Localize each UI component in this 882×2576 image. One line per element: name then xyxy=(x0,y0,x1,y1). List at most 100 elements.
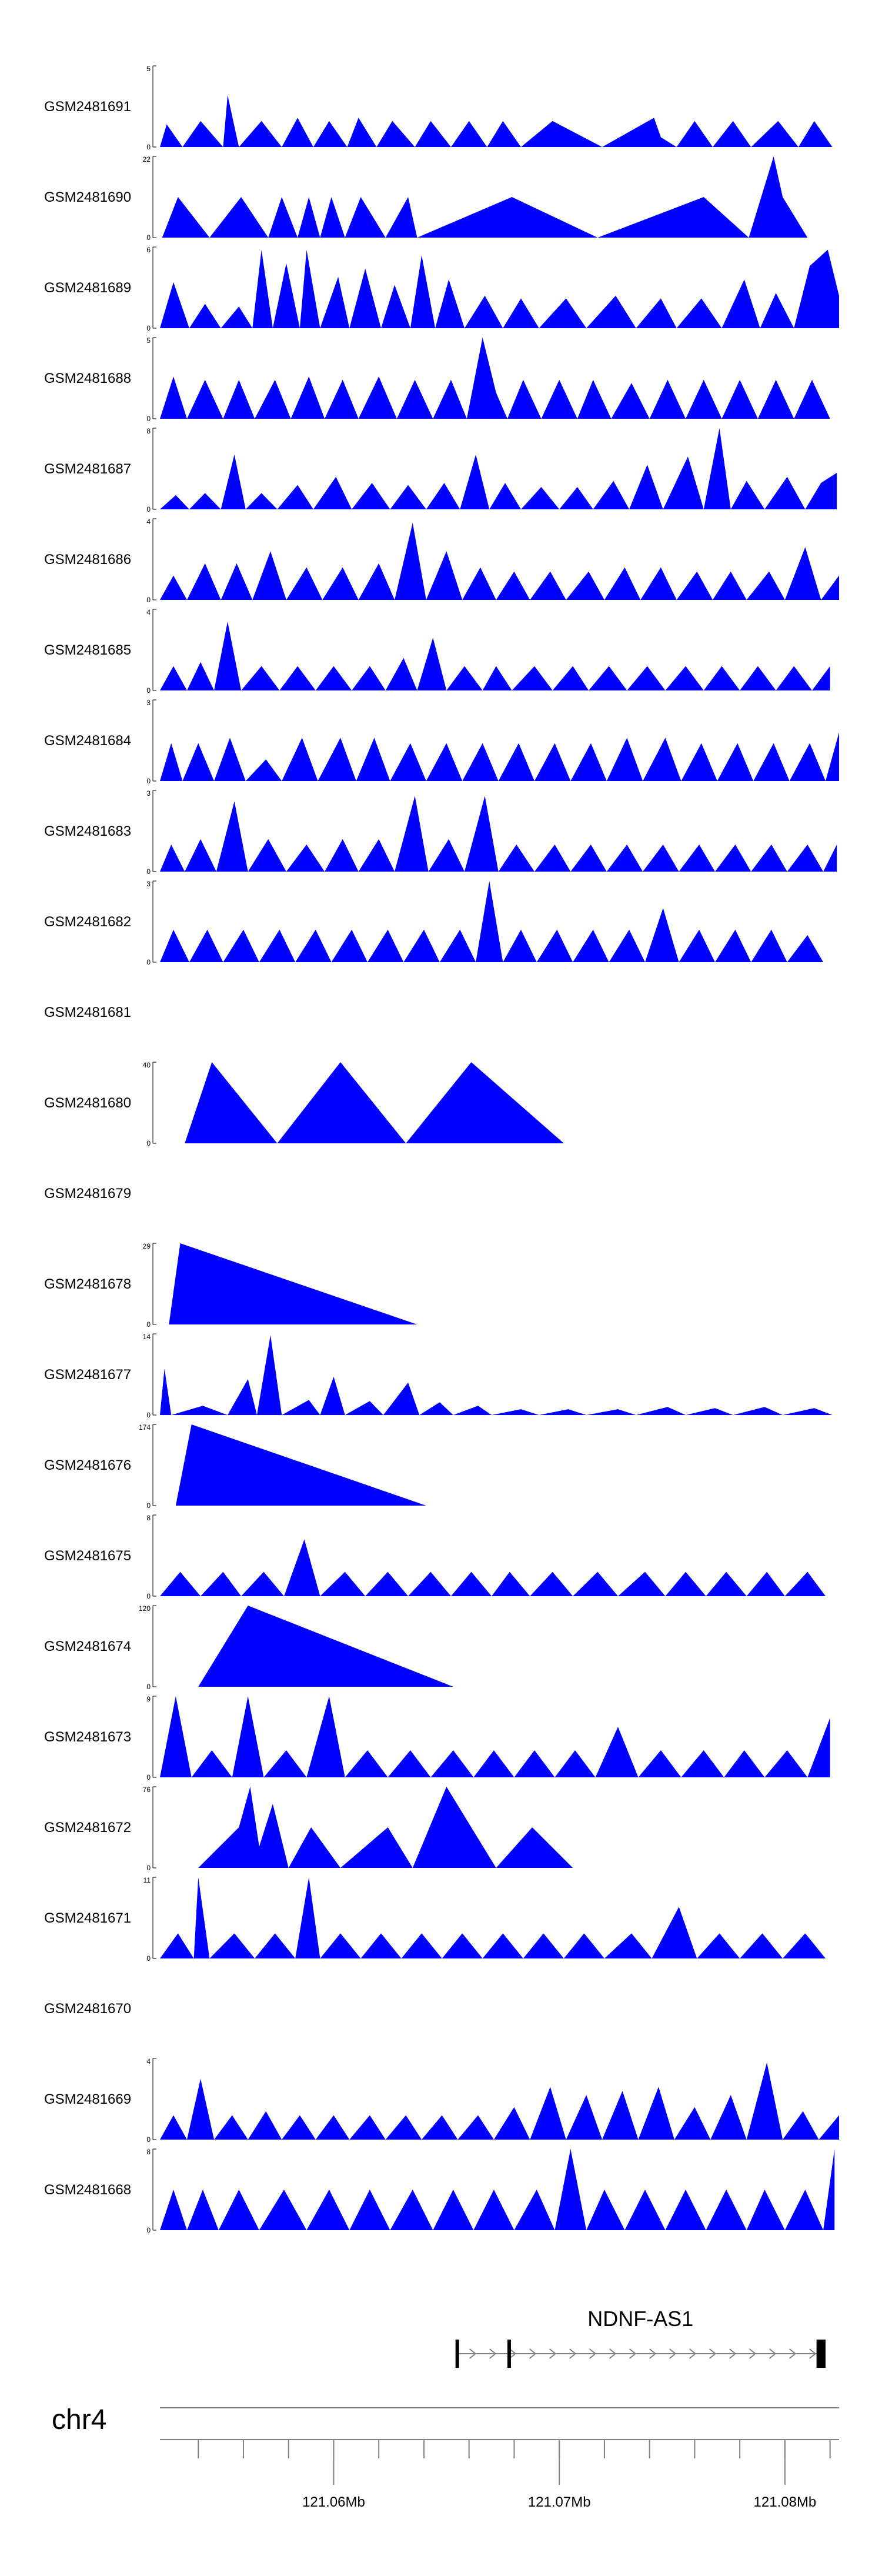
coverage-area xyxy=(160,2149,835,2230)
y-tick-label-min: 0 xyxy=(146,1954,151,1963)
y-tick-label-max: 22 xyxy=(143,155,151,163)
strand-arrow-icon xyxy=(809,2348,817,2359)
y-tick-label-max: 8 xyxy=(146,427,151,435)
coverage-area xyxy=(160,796,837,872)
y-tick-label-max: 6 xyxy=(146,246,151,254)
y-tick-label-max: 3 xyxy=(146,699,151,707)
track-GSM2481673: GSM2481673 9 0 xyxy=(44,1695,830,1781)
coverage-area xyxy=(160,1539,826,1596)
sample-label: GSM2481688 xyxy=(44,371,131,386)
coverage-area xyxy=(160,428,837,509)
sample-label: GSM2481680 xyxy=(44,1095,131,1111)
sample-label: GSM2481670 xyxy=(44,2001,131,2017)
coverage-area xyxy=(160,881,824,962)
axis-tick-label: 121.07Mb xyxy=(528,2494,591,2510)
gene-annotation-track: NDNF-AS1 xyxy=(455,2307,826,2368)
sample-label: GSM2481672 xyxy=(44,1820,131,1836)
y-tick-label-min: 0 xyxy=(146,596,151,604)
sample-label: GSM2481669 xyxy=(44,2091,131,2107)
track-GSM2481691: GSM2481691 5 0 xyxy=(44,65,833,151)
coverage-area xyxy=(160,1335,833,1415)
y-tick-label-min: 0 xyxy=(146,1411,151,1419)
y-tick-label-min: 0 xyxy=(146,324,151,332)
y-tick-label-min: 0 xyxy=(146,867,151,876)
track-GSM2481686: GSM2481686 4 0 xyxy=(44,518,839,604)
y-tick-label-max: 3 xyxy=(146,789,151,798)
gene-name-label: NDNF-AS1 xyxy=(587,2307,693,2331)
y-tick-label-min: 0 xyxy=(146,415,151,423)
strand-arrow-icon xyxy=(569,2348,577,2359)
coverage-area xyxy=(160,621,830,690)
y-tick-label-min: 0 xyxy=(146,233,151,242)
sample-label: GSM2481689 xyxy=(44,280,131,296)
track-GSM2481685: GSM2481685 4 0 xyxy=(44,608,830,695)
coverage-area xyxy=(160,338,830,419)
strand-arrow-icon xyxy=(629,2348,637,2359)
sample-label: GSM2481676 xyxy=(44,1457,131,1473)
track-GSM2481681: GSM2481681 xyxy=(44,1005,131,1020)
axis-tick-label: 121.06Mb xyxy=(302,2494,365,2510)
y-tick-label-max: 14 xyxy=(143,1333,151,1341)
y-tick-label-min: 0 xyxy=(146,1320,151,1329)
y-tick-label-max: 4 xyxy=(146,608,151,616)
strand-arrow-icon xyxy=(489,2348,497,2359)
sample-label: GSM2481677 xyxy=(44,1367,131,1383)
coverage-area xyxy=(198,1787,573,1868)
y-tick-label-min: 0 xyxy=(146,777,151,785)
sample-label: GSM2481687 xyxy=(44,461,131,477)
track-GSM2481680: GSM2481680 40 0 xyxy=(44,1061,564,1147)
coverage-area xyxy=(198,1606,453,1687)
track-GSM2481683: GSM2481683 3 0 xyxy=(44,789,837,876)
sample-label: GSM2481690 xyxy=(44,189,131,205)
y-tick-label-min: 0 xyxy=(146,1773,151,1781)
strand-arrow-icon xyxy=(509,2348,517,2359)
y-tick-label-min: 0 xyxy=(146,505,151,513)
coverage-area xyxy=(185,1062,564,1143)
y-tick-label-max: 3 xyxy=(146,880,151,888)
sample-label: GSM2481686 xyxy=(44,552,131,568)
y-tick-label-min: 0 xyxy=(146,1501,151,1510)
y-tick-label-min: 0 xyxy=(146,1864,151,1872)
track-GSM2481668: GSM2481668 8 0 xyxy=(44,2148,835,2234)
y-tick-label-max: 120 xyxy=(139,1604,151,1613)
y-tick-label-max: 4 xyxy=(146,518,151,526)
strand-arrow-icon xyxy=(529,2348,537,2359)
coverage-area xyxy=(175,1424,426,1506)
y-tick-label-max: 8 xyxy=(146,1514,151,1522)
strand-arrow-icon xyxy=(669,2348,677,2359)
y-tick-label-max: 76 xyxy=(143,1786,151,1794)
coverage-area xyxy=(160,732,839,781)
exon-block xyxy=(816,2340,826,2368)
sample-label: GSM2481674 xyxy=(44,1639,131,1654)
sample-label: GSM2481671 xyxy=(44,1910,131,1926)
exon-block xyxy=(507,2340,511,2368)
y-tick-label-max: 29 xyxy=(143,1242,151,1250)
track-GSM2481670: GSM2481670 xyxy=(44,2001,131,2017)
y-tick-label-max: 174 xyxy=(139,1423,151,1432)
coverage-area xyxy=(160,2062,839,2140)
track-GSM2481675: GSM2481675 8 0 xyxy=(44,1514,826,1600)
y-tick-label-max: 40 xyxy=(143,1061,151,1069)
coverage-area xyxy=(162,156,808,238)
track-GSM2481684: GSM2481684 3 0 xyxy=(44,699,839,785)
coverage-area xyxy=(160,1696,830,1777)
strand-arrow-icon xyxy=(609,2348,617,2359)
coverage-area xyxy=(160,522,839,600)
sample-label: GSM2481684 xyxy=(44,733,131,749)
track-GSM2481690: GSM2481690 22 0 xyxy=(44,155,808,242)
y-tick-label-min: 0 xyxy=(146,1139,151,1147)
track-GSM2481688: GSM2481688 5 0 xyxy=(44,336,830,423)
y-tick-label-max: 11 xyxy=(143,1876,151,1884)
y-tick-label-min: 0 xyxy=(146,958,151,966)
y-tick-label-max: 5 xyxy=(146,336,151,345)
track-GSM2481676: GSM2481676 174 0 xyxy=(44,1423,426,1510)
strand-arrow-icon xyxy=(689,2348,697,2359)
strand-arrow-icon xyxy=(769,2348,777,2359)
track-GSM2481677: GSM2481677 14 0 xyxy=(44,1333,833,1419)
y-tick-label-min: 0 xyxy=(146,686,151,695)
track-GSM2481672: GSM2481672 76 0 xyxy=(44,1786,573,1872)
strand-arrow-icon xyxy=(469,2348,477,2359)
y-tick-label-max: 8 xyxy=(146,2148,151,2156)
track-GSM2481669: GSM2481669 4 0 xyxy=(44,2057,839,2144)
